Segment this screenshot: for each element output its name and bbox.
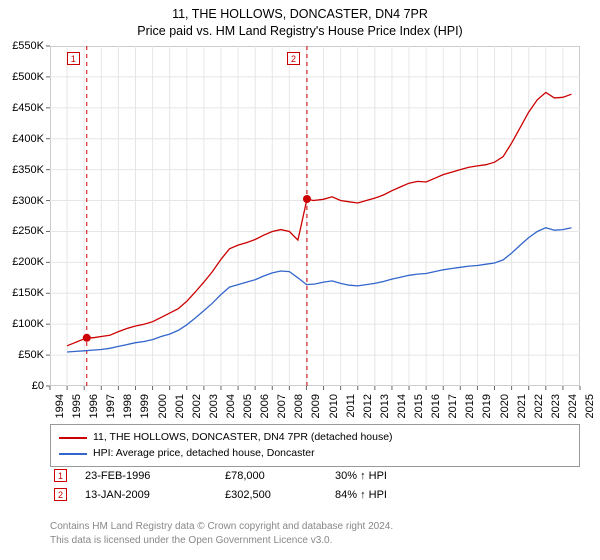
y-tick-label: £50K — [0, 349, 44, 361]
sale-pct: 84% ↑ HPI — [335, 489, 475, 501]
footer-line-2: This data is licensed under the Open Gov… — [50, 534, 580, 548]
sale-date: 23-FEB-1996 — [85, 470, 225, 482]
x-tick-label: 2001 — [174, 394, 186, 418]
legend-swatch — [59, 437, 87, 439]
sale-marker: 2 — [287, 52, 300, 65]
x-tick-label: 2018 — [464, 394, 476, 418]
sales-info: 1 23-FEB-1996 £78,000 30% ↑ HPI 2 13-JAN… — [50, 466, 580, 504]
title-block: 11, THE HOLLOWS, DONCASTER, DN4 7PR Pric… — [0, 0, 600, 40]
footer: Contains HM Land Registry data © Crown c… — [50, 520, 580, 547]
sale-row: 1 23-FEB-1996 £78,000 30% ↑ HPI — [50, 466, 580, 485]
y-tick-label: £250K — [0, 225, 44, 237]
x-tick-label: 2000 — [157, 394, 169, 418]
x-tick-label: 2017 — [447, 394, 459, 418]
legend-item: 11, THE HOLLOWS, DONCASTER, DN4 7PR (det… — [59, 430, 571, 446]
y-tick-label: £100K — [0, 318, 44, 330]
x-tick-label: 2004 — [225, 394, 237, 418]
x-tick-label: 2023 — [550, 394, 562, 418]
title-line-1: 11, THE HOLLOWS, DONCASTER, DN4 7PR — [0, 6, 600, 23]
x-tick-label: 2024 — [567, 394, 579, 418]
chart-svg — [50, 46, 580, 386]
sale-price: £78,000 — [225, 470, 335, 482]
legend: 11, THE HOLLOWS, DONCASTER, DN4 7PR (det… — [50, 424, 580, 467]
x-tick-label: 2019 — [481, 394, 493, 418]
x-tick-label: 2002 — [191, 394, 203, 418]
y-tick-label: £300K — [0, 195, 44, 207]
x-tick-label: 2022 — [533, 394, 545, 418]
chart-container: 11, THE HOLLOWS, DONCASTER, DN4 7PR Pric… — [0, 0, 600, 560]
x-tick-label: 2006 — [259, 394, 271, 418]
chart-plot-area: £0£50K£100K£150K£200K£250K£300K£350K£400… — [50, 46, 580, 386]
x-tick-label: 2005 — [242, 394, 254, 418]
y-tick-label: £0 — [0, 380, 44, 392]
x-tick-label: 1997 — [105, 394, 117, 418]
y-tick-label: £500K — [0, 71, 44, 83]
x-tick-label: 2008 — [293, 394, 305, 418]
x-tick-label: 2011 — [345, 394, 357, 418]
x-tick-label: 1998 — [122, 394, 134, 418]
sale-badge: 2 — [54, 488, 67, 501]
x-tick-label: 2009 — [310, 394, 322, 418]
x-tick-label: 2007 — [276, 394, 288, 418]
sale-row: 2 13-JAN-2009 £302,500 84% ↑ HPI — [50, 485, 580, 504]
x-tick-label: 2021 — [516, 394, 528, 418]
x-tick-label: 2016 — [430, 394, 442, 418]
x-tick-label: 2020 — [499, 394, 511, 418]
sale-pct: 30% ↑ HPI — [335, 470, 475, 482]
sale-price: £302,500 — [225, 489, 335, 501]
x-tick-label: 2015 — [413, 394, 425, 418]
x-tick-label: 2010 — [328, 394, 340, 418]
legend-swatch — [59, 453, 87, 455]
x-tick-label: 1994 — [54, 394, 66, 418]
sale-badge: 1 — [54, 469, 67, 482]
y-tick-label: £550K — [0, 40, 44, 52]
legend-label: 11, THE HOLLOWS, DONCASTER, DN4 7PR (det… — [93, 430, 393, 446]
y-tick-label: £450K — [0, 102, 44, 114]
x-tick-label: 1996 — [88, 394, 100, 418]
x-tick-label: 2014 — [396, 394, 408, 418]
title-line-2: Price paid vs. HM Land Registry's House … — [0, 23, 600, 40]
footer-line-1: Contains HM Land Registry data © Crown c… — [50, 520, 580, 534]
x-tick-label: 2012 — [362, 394, 374, 418]
legend-item: HPI: Average price, detached house, Donc… — [59, 446, 571, 462]
x-tick-label: 2013 — [379, 394, 391, 418]
x-tick-label: 2003 — [208, 394, 220, 418]
y-tick-label: £200K — [0, 256, 44, 268]
legend-label: HPI: Average price, detached house, Donc… — [93, 446, 315, 462]
y-tick-label: £400K — [0, 133, 44, 145]
x-tick-label: 1995 — [71, 394, 83, 418]
sale-marker: 1 — [67, 52, 80, 65]
x-tick-label: 1999 — [139, 394, 151, 418]
x-tick-label: 2025 — [584, 394, 596, 418]
sale-date: 13-JAN-2009 — [85, 489, 225, 501]
y-tick-label: £150K — [0, 287, 44, 299]
y-tick-label: £350K — [0, 164, 44, 176]
